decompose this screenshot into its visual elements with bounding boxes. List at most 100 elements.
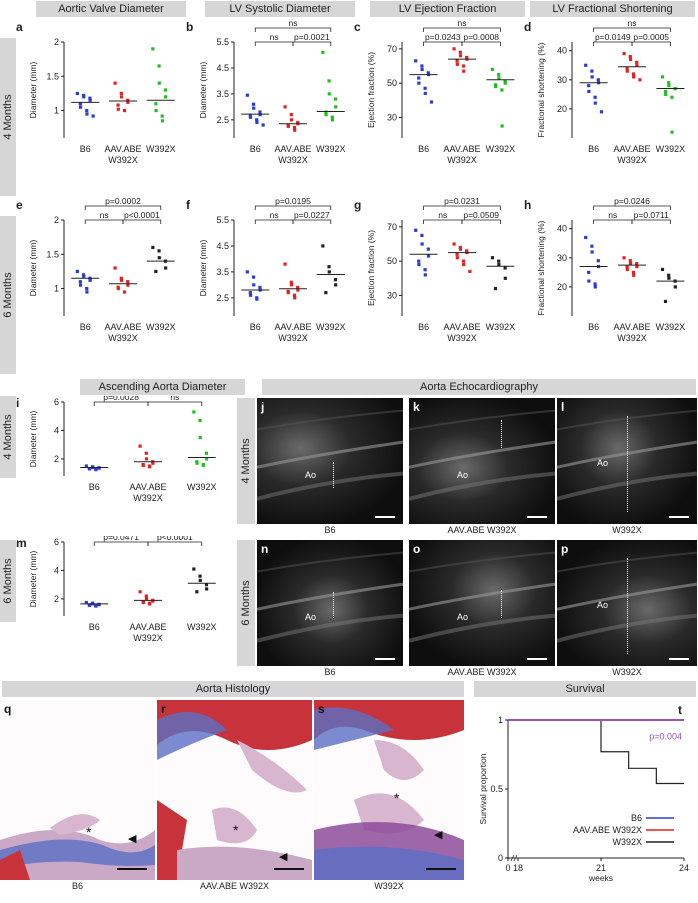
data-point bbox=[590, 250, 594, 254]
data-point bbox=[78, 105, 83, 109]
data-point bbox=[468, 269, 472, 274]
data-point bbox=[198, 418, 202, 423]
bracket-label: ns bbox=[270, 210, 279, 220]
data-point bbox=[673, 285, 677, 289]
data-point bbox=[126, 98, 130, 102]
data-point bbox=[660, 267, 665, 272]
x-tick-label: AAV.ABE bbox=[613, 322, 650, 332]
p-value-label: p=0.004 bbox=[649, 731, 682, 741]
data-point bbox=[455, 256, 459, 260]
data-point bbox=[122, 108, 127, 113]
data-point bbox=[493, 286, 498, 291]
data-point bbox=[283, 105, 287, 109]
echo-image-n: n Ao bbox=[257, 540, 403, 666]
x-tick-label: W392X bbox=[133, 493, 163, 503]
data-point bbox=[497, 76, 501, 80]
y-axis-label: Diameter (mm) bbox=[198, 62, 208, 119]
panel-letter: j bbox=[261, 400, 265, 414]
bracket-line bbox=[423, 205, 501, 210]
scale-bar bbox=[375, 658, 395, 660]
x-tick-label: W392X bbox=[656, 144, 686, 154]
x-tick-label: B6 bbox=[418, 144, 429, 154]
echo-row-label-6m: 6 Months bbox=[237, 540, 255, 666]
x-tick-label: W392X bbox=[146, 322, 176, 332]
data-point bbox=[324, 113, 328, 117]
ao-label: Ao bbox=[457, 612, 469, 622]
data-point bbox=[334, 105, 338, 109]
data-point bbox=[251, 102, 256, 106]
echo-caption: B6 bbox=[324, 525, 336, 535]
data-point bbox=[420, 64, 424, 68]
data-point bbox=[94, 604, 98, 608]
y-tick-label: 3.5 bbox=[216, 267, 229, 277]
row-label-text: 6 Months bbox=[2, 272, 14, 318]
data-point bbox=[204, 583, 209, 587]
data-point bbox=[286, 124, 290, 128]
data-point bbox=[330, 115, 334, 119]
data-point bbox=[423, 91, 427, 96]
data-point bbox=[500, 88, 504, 92]
panel-letter-t: t bbox=[678, 703, 682, 717]
panel-f: f 2.5 3.5 4.5 5.5 Diameter (mm) B6 AAV.ABE W392X… bbox=[186, 198, 356, 356]
data-point bbox=[144, 457, 149, 461]
y-tick-label: 2 bbox=[54, 454, 59, 464]
panel-letter: c bbox=[354, 20, 361, 34]
row-label-6-months: 6 Months bbox=[0, 216, 16, 374]
panel-letter: e bbox=[16, 198, 23, 212]
panel-m: m 2 4 6 Diameter (mm) B6 AAV.ABE W392X W392X p=0.… bbox=[16, 536, 236, 656]
data-point bbox=[258, 110, 262, 114]
data-point bbox=[584, 235, 588, 240]
y-tick-label: 4 bbox=[54, 565, 59, 575]
data-point bbox=[497, 259, 501, 263]
data-point bbox=[78, 283, 83, 287]
x-tick-label: 24 bbox=[679, 863, 689, 873]
echo-streak bbox=[409, 551, 555, 573]
bracket-line bbox=[593, 27, 671, 32]
data-point bbox=[327, 92, 331, 96]
panel-letter: a bbox=[16, 20, 23, 34]
data-point bbox=[455, 62, 459, 66]
data-point bbox=[664, 92, 668, 96]
echo-streak bbox=[409, 409, 555, 431]
x-tick-label: W392X bbox=[316, 144, 346, 154]
data-point bbox=[625, 69, 629, 73]
data-point bbox=[631, 270, 636, 274]
echo-caption: AAV.ABE W392X bbox=[447, 525, 517, 535]
panel-letter: o bbox=[413, 542, 421, 556]
bracket-line bbox=[461, 219, 501, 224]
bracket-label: ns bbox=[608, 210, 617, 220]
data-point bbox=[461, 259, 466, 263]
data-point bbox=[151, 245, 155, 250]
data-point bbox=[148, 465, 152, 469]
data-point bbox=[85, 286, 89, 291]
bracket-line bbox=[122, 219, 162, 224]
panel-letter: m bbox=[16, 536, 27, 550]
data-point bbox=[628, 262, 633, 266]
data-point bbox=[631, 72, 636, 76]
panel-svg: 20 30 40 Fractional shortening (%) B6 AAV.ABE… bbox=[536, 20, 686, 165]
legend-label: B6 bbox=[631, 813, 642, 823]
data-point bbox=[334, 283, 338, 287]
histology-caption: AAV.ABE W392X bbox=[199, 881, 270, 891]
data-point bbox=[638, 78, 642, 82]
ao-label: Ao bbox=[457, 470, 469, 480]
significance-bracket: p=0.0008 bbox=[461, 32, 501, 46]
data-point bbox=[490, 256, 495, 260]
data-point bbox=[324, 291, 328, 295]
diameter-marker bbox=[627, 558, 628, 654]
panel-letter: k bbox=[413, 400, 420, 414]
y-tick-label: 30 bbox=[387, 112, 397, 122]
data-point bbox=[286, 291, 290, 295]
data-point bbox=[667, 81, 671, 85]
bracket-line bbox=[423, 41, 463, 46]
tissue bbox=[177, 846, 312, 880]
bracket-line bbox=[84, 219, 124, 224]
significance-bracket: p=0.0149 bbox=[593, 32, 633, 46]
data-point bbox=[85, 112, 89, 116]
bracket-label: ns bbox=[270, 32, 279, 42]
y-tick-label: 4 bbox=[54, 425, 59, 435]
row-label-text: 4 Months bbox=[2, 414, 14, 460]
data-point bbox=[327, 79, 331, 83]
significance-bracket: ns bbox=[147, 396, 203, 406]
x-tick-label: B6 bbox=[80, 144, 91, 154]
